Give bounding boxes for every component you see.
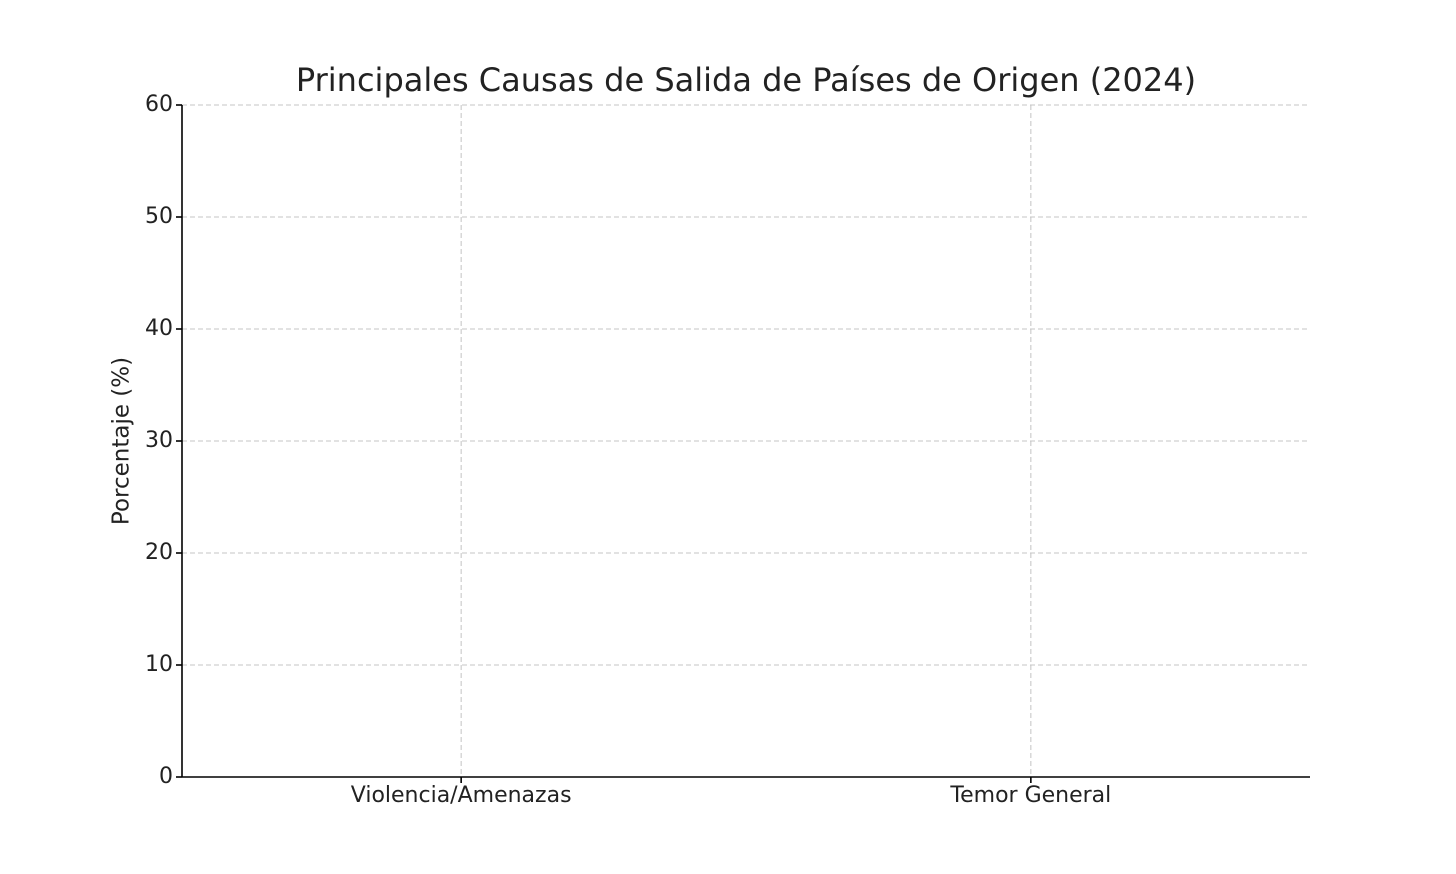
y-tick-label: 20 bbox=[145, 540, 173, 565]
y-tick-label: 60 bbox=[145, 92, 173, 117]
y-axis-label: Porcentaje (%) bbox=[109, 357, 135, 525]
y-tick-label: 0 bbox=[159, 764, 173, 789]
x-tick-label: Violencia/Amenazas bbox=[351, 783, 572, 808]
y-tick-label: 10 bbox=[145, 652, 173, 677]
y-tick-label: 40 bbox=[145, 316, 173, 341]
y-tick-label: 30 bbox=[145, 428, 173, 453]
x-tick-label: Temor General bbox=[949, 783, 1111, 808]
chart-title: Principales Causas de Salida de Países d… bbox=[296, 61, 1196, 99]
y-tick-label: 50 bbox=[145, 204, 173, 229]
